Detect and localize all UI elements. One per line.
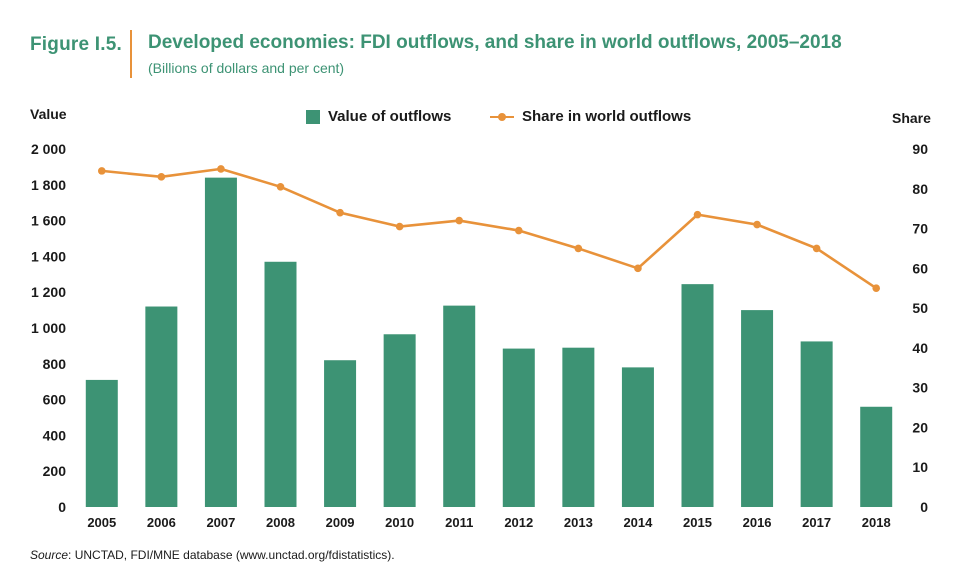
legend-line-swatch xyxy=(490,110,514,124)
legend-item-line: Share in world outflows xyxy=(490,108,691,125)
y2-tick-label: 30 xyxy=(912,380,928,396)
y2-tick-label: 60 xyxy=(912,260,928,276)
x-axis-ticks: 2005 2006 2007 2008 2009 2010 2011 2012 2013 2014… xyxy=(87,515,890,530)
bar-2018 xyxy=(860,406,893,507)
y2-tick-label: 50 xyxy=(912,300,928,316)
x-tick-label: 2012 xyxy=(504,515,533,530)
share-point-2017 xyxy=(812,244,821,253)
source-note: Source: UNCTAD, FDI/MNE database (www.un… xyxy=(30,548,395,562)
y-tick-label: 2 000 xyxy=(31,141,66,157)
y2-tick-label: 40 xyxy=(912,340,928,356)
share-line xyxy=(101,167,877,290)
share-point-2014 xyxy=(634,264,642,273)
share-point-2007 xyxy=(217,165,225,173)
y2-tick-label: 20 xyxy=(912,419,928,435)
y2-axis-title: Share xyxy=(892,110,931,126)
y2-axis-ticks: 0 10 20 30 40 50 60 70 80 90 xyxy=(912,141,928,515)
y-tick-label: 200 xyxy=(43,463,67,479)
source-prefix: Source xyxy=(30,548,69,562)
x-tick-label: 2011 xyxy=(445,515,473,530)
x-tick-label: 2018 xyxy=(862,515,891,530)
source-text: : UNCTAD, FDI/MNE database (www.unctad.o… xyxy=(68,548,395,562)
x-tick-label: 2013 xyxy=(564,515,593,530)
share-point-2016 xyxy=(753,220,761,229)
bar-2015 xyxy=(681,284,714,507)
legend-bar-swatch xyxy=(306,109,320,124)
bar-2017 xyxy=(800,341,833,507)
bar-2016 xyxy=(741,310,774,507)
x-tick-label: 2016 xyxy=(743,515,772,530)
x-tick-label: 2008 xyxy=(266,515,295,530)
y-tick-label: 1 200 xyxy=(31,284,66,300)
share-point-2009 xyxy=(336,208,344,217)
legend-line-label: Share in world outflows xyxy=(522,108,692,125)
bar-2012 xyxy=(502,348,535,507)
bar-2006 xyxy=(145,306,178,507)
share-point-2005 xyxy=(97,167,106,175)
legend-bar-label: Value of outflows xyxy=(328,108,452,125)
x-tick-label: 2007 xyxy=(206,515,235,530)
share-point-2013 xyxy=(574,244,583,253)
y-tick-label: 1 600 xyxy=(31,213,66,229)
bar-2007 xyxy=(204,177,237,507)
chart-subtitle: (Billions of dollars and per cent) xyxy=(148,60,345,76)
bar-2008 xyxy=(264,261,297,507)
x-tick-label: 2017 xyxy=(802,515,831,530)
y-tick-label: 1 000 xyxy=(31,320,66,336)
y-tick-label: 800 xyxy=(43,356,67,372)
figure-label: Figure I.5. xyxy=(30,34,122,55)
share-point-2015 xyxy=(693,210,702,219)
x-tick-label: 2009 xyxy=(326,515,355,530)
x-tick-label: 2014 xyxy=(623,515,653,530)
share-point-2010 xyxy=(395,222,404,231)
line-layer xyxy=(97,165,881,293)
y2-tick-label: 0 xyxy=(920,499,928,515)
share-point-2008 xyxy=(276,182,285,191)
share-point-2012 xyxy=(514,226,523,235)
share-point-2011 xyxy=(455,216,464,225)
y2-tick-label: 10 xyxy=(912,459,928,475)
y-axis-title: Value xyxy=(30,106,67,122)
y-tick-label: 0 xyxy=(58,499,66,515)
x-tick-label: 2015 xyxy=(683,515,712,530)
title-divider xyxy=(130,30,132,78)
y2-tick-label: 90 xyxy=(912,141,928,157)
y-tick-label: 1 400 xyxy=(31,248,66,264)
y2-tick-label: 70 xyxy=(912,221,928,237)
y-axis-ticks: 0 200 400 600 800 1 000 1 200 1 400 1 600 1 800 2 … xyxy=(31,141,66,515)
bar-2013 xyxy=(562,347,595,507)
bar-2011 xyxy=(443,305,476,507)
y2-tick-label: 80 xyxy=(912,181,928,197)
y-tick-label: 600 xyxy=(43,392,67,408)
share-point-2006 xyxy=(157,173,166,181)
chart-title: Developed economies: FDI outflows, and s… xyxy=(148,32,842,53)
bar-2014 xyxy=(621,367,654,507)
x-tick-label: 2006 xyxy=(147,515,176,530)
y-tick-label: 1 800 xyxy=(31,177,66,193)
y-tick-label: 400 xyxy=(43,427,67,443)
x-tick-label: 2005 xyxy=(87,515,116,530)
bar-2010 xyxy=(383,334,416,507)
x-tick-label: 2010 xyxy=(385,515,414,530)
legend-item-bars: Value of outflows xyxy=(306,108,451,125)
bars-layer xyxy=(85,177,893,507)
bar-2005 xyxy=(85,379,118,507)
share-point-2018 xyxy=(872,284,881,293)
bar-2009 xyxy=(324,360,357,507)
